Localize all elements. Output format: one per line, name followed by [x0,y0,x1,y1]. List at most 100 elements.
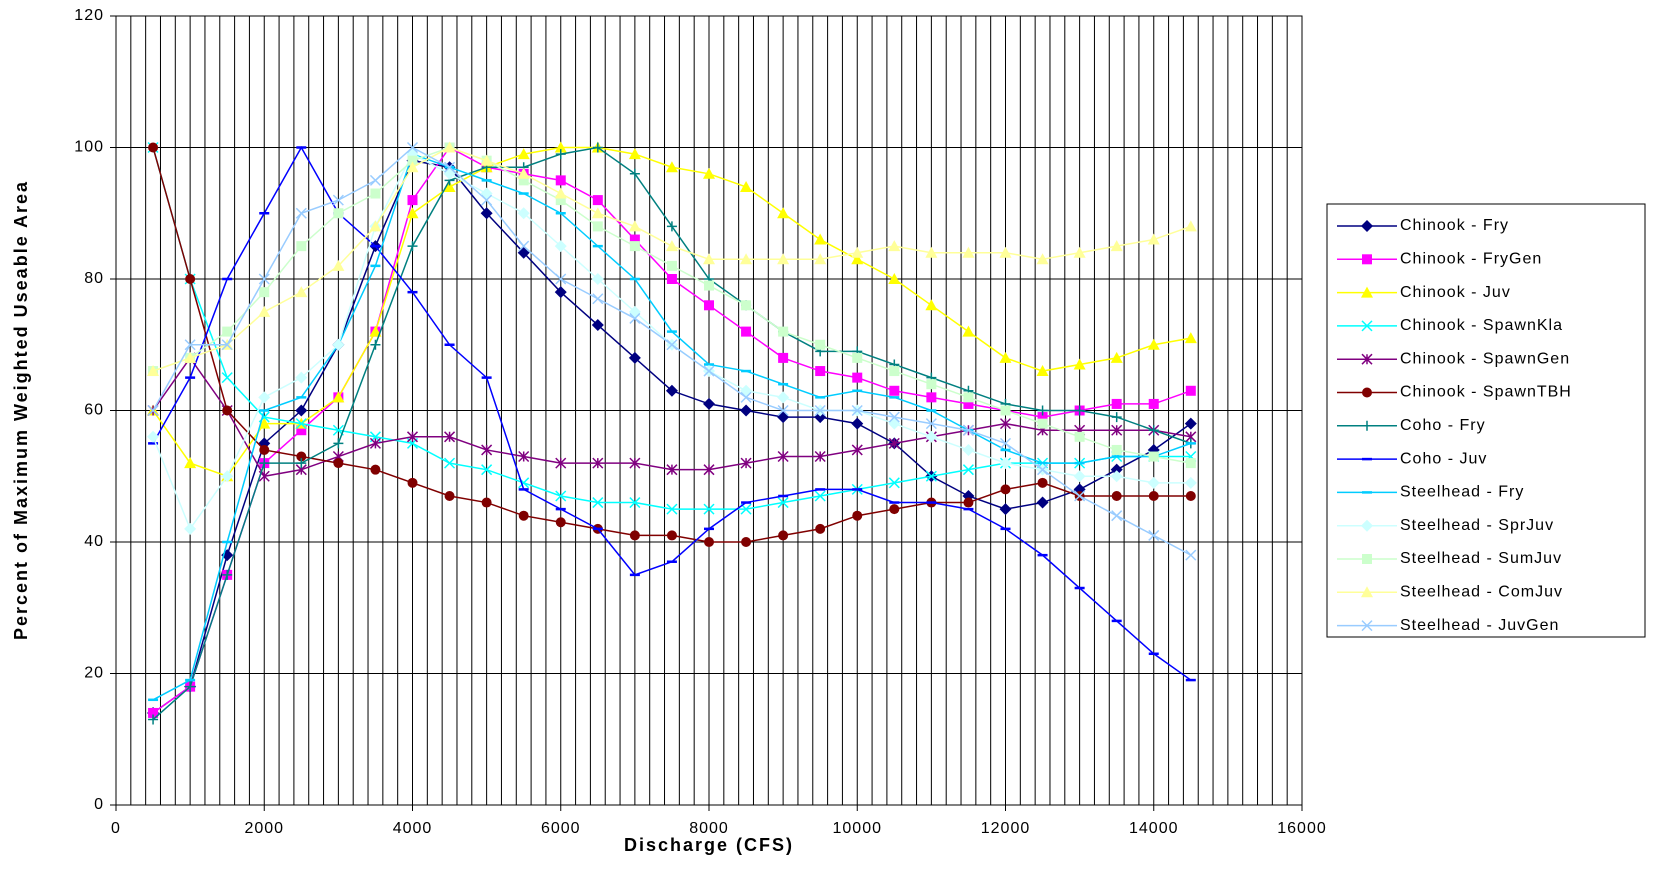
marker [666,274,677,284]
marker [814,253,827,265]
x-tick-label: 10000 [833,820,883,837]
marker [295,371,308,384]
marker [777,497,789,509]
marker [406,431,419,443]
marker [295,418,307,430]
marker [554,240,567,253]
x-tick-label: 6000 [541,820,581,837]
marker [851,444,863,456]
marker [1148,425,1159,436]
marker [221,372,233,384]
marker [628,148,641,160]
marker [1184,417,1197,430]
legend-marker [1361,220,1373,232]
marker [1037,477,1048,488]
marker [999,457,1012,470]
legend-marker [1361,286,1373,298]
legend-marker [1361,353,1373,365]
marker [852,352,863,363]
marker [184,351,197,363]
marker [999,437,1012,449]
marker [555,457,567,469]
marker [741,300,752,311]
x-tick-label: 4000 [393,820,433,837]
marker [406,161,419,173]
marker [703,503,715,515]
x-axis-title: Discharge (CFS) [624,835,794,855]
legend-label: Steelhead - Fry [1400,484,1524,501]
marker [481,194,493,206]
marker [1000,484,1011,495]
marker [740,253,753,265]
marker [703,167,715,179]
marker [1184,220,1197,232]
marker [1000,405,1011,416]
marker [1185,458,1196,469]
marker [1037,412,1048,423]
marker [925,299,938,311]
legend-label: Steelhead - SprJuv [1400,517,1554,534]
marker [1036,365,1049,377]
marker [665,384,678,397]
marker [963,497,974,508]
marker [629,312,641,324]
marker [851,404,863,417]
legend-marker [1362,387,1372,398]
marker [778,530,789,541]
marker [406,207,419,219]
marker [962,443,975,456]
legend-box [1326,203,1646,638]
marker [777,404,789,417]
marker [889,504,900,515]
marker [665,240,678,252]
marker [259,458,270,469]
legend-label: Chinook - SpawnKla [1400,317,1563,334]
marker [555,195,566,206]
marker [222,405,233,416]
marker [258,273,270,285]
marker [777,207,790,219]
marker [185,274,196,284]
marker [704,300,714,311]
marker [815,366,826,377]
marker [1148,398,1159,409]
marker [517,148,530,160]
marker [740,404,753,417]
legend-label: Chinook - SpawnTBH [1400,384,1572,401]
marker [184,339,196,351]
marker [1073,358,1086,370]
marker [666,530,677,541]
marker [629,241,640,252]
marker [185,681,196,692]
legend-label: Coho - Fry [1400,417,1486,434]
marker [1037,405,1048,416]
y-tick-label: 120 [74,7,104,24]
marker [592,221,603,232]
marker [296,458,307,469]
marker [222,569,233,580]
marker [518,240,530,252]
marker [666,339,678,351]
marker [1184,332,1197,344]
x-tick-label: 0 [111,820,121,837]
marker [740,391,752,403]
marker [926,379,937,390]
marker [443,167,456,180]
marker [629,530,640,541]
marker [1111,398,1122,409]
marker [554,187,567,199]
marker [629,234,640,245]
marker [999,503,1012,516]
marker [443,180,456,192]
marker [296,425,307,436]
marker [147,404,159,417]
marker [1110,240,1123,252]
marker [444,457,456,469]
marker [1074,431,1085,442]
marker [777,411,790,424]
marker [703,365,715,377]
legend-label: Steelhead - ComJuv [1400,584,1563,601]
marker [184,522,197,535]
marker [1110,351,1123,363]
